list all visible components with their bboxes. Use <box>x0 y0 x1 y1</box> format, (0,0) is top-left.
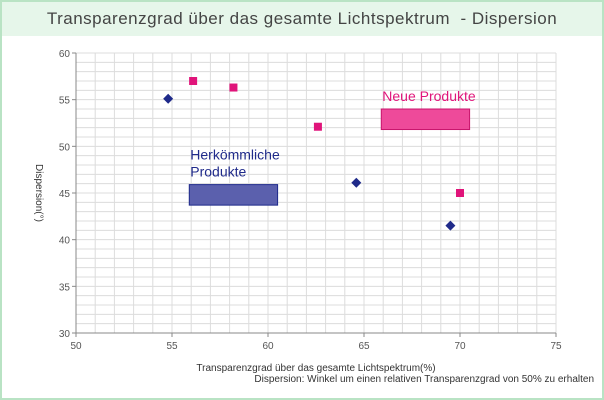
y-tick-label: 60 <box>59 49 71 60</box>
data-point-square <box>189 77 198 85</box>
title-bar: Transparenzgrad über das gesamte Lichtsp… <box>2 2 602 36</box>
y-tick-label: 55 <box>59 96 71 107</box>
y-tick-label: 50 <box>59 142 71 153</box>
data-point-diamond <box>163 93 174 104</box>
x-tick-label: 50 <box>70 341 82 352</box>
data-point-diamond <box>351 177 362 188</box>
legend-label: Produkte <box>190 164 246 180</box>
legend-label: Herkömmliche <box>190 147 280 163</box>
y-tick-label: 30 <box>59 329 71 340</box>
y-axis-label: Dispersion(°) <box>33 164 44 222</box>
legend-swatch <box>380 108 471 131</box>
x-tick-label: 60 <box>262 341 274 352</box>
x-tick-label: 55 <box>166 341 178 352</box>
y-tick-label: 35 <box>59 282 71 293</box>
legend-swatch <box>188 184 279 206</box>
chart-footnote: Dispersion: Winkel um einen relativen Tr… <box>254 374 594 385</box>
legend-label: Neue Produkte <box>382 88 476 104</box>
data-point-diamond <box>445 220 456 231</box>
x-tick-label: 75 <box>550 341 562 352</box>
chart-title: Transparenzgrad über das gesamte Lichtsp… <box>46 9 558 28</box>
data-point-square <box>313 122 322 131</box>
x-axis-label: Transparenzgrad über das gesamte Lichtsp… <box>196 363 435 374</box>
data-point-square <box>229 83 238 92</box>
x-tick-label: 70 <box>454 341 466 352</box>
y-tick-label: 45 <box>59 189 71 200</box>
x-tick-label: 65 <box>358 341 370 352</box>
y-tick-label: 40 <box>59 236 71 247</box>
data-point-square <box>456 189 464 197</box>
